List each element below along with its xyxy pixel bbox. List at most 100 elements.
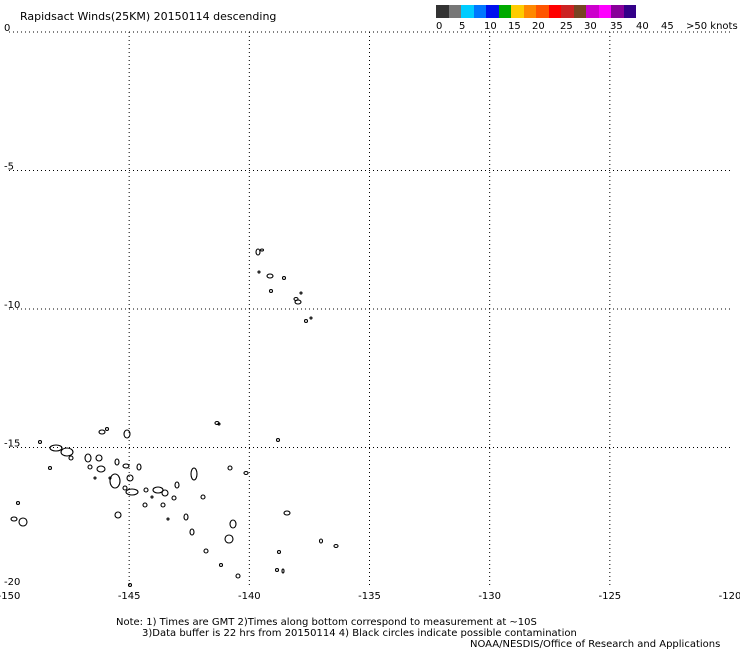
colorbar-swatch xyxy=(611,5,624,18)
colorbar-swatch xyxy=(599,5,611,18)
island-outline xyxy=(303,318,309,324)
island-outline xyxy=(104,426,110,432)
latitude-tick-label: -5 xyxy=(4,162,14,173)
island-outline xyxy=(161,489,169,497)
island-outline xyxy=(60,447,74,457)
island-outline xyxy=(318,538,324,544)
island-outline xyxy=(266,273,274,279)
island-outline xyxy=(203,548,209,554)
island-outline xyxy=(276,549,282,555)
colorbar-labels: 0 5 10 15 20 25 30 35 40 45 >50 knots xyxy=(432,21,740,33)
island-outline xyxy=(299,291,303,295)
colorbar-swatch xyxy=(499,5,511,18)
island-outline xyxy=(275,437,281,443)
colorbar-label: 20 xyxy=(532,21,545,32)
island-outline xyxy=(125,488,139,496)
island-outline xyxy=(309,316,313,320)
note-line-2: 3)Data buffer is 22 hrs from 20150114 4)… xyxy=(142,628,577,639)
colorbar-swatch xyxy=(574,5,586,18)
colorbar-label: 40 xyxy=(636,21,649,32)
colorbar-swatch xyxy=(536,5,549,18)
island-outline xyxy=(49,444,63,452)
island-outline xyxy=(281,568,285,574)
island-outline xyxy=(123,429,131,439)
island-outlines xyxy=(10,248,339,588)
latitude-tick-label: 0 xyxy=(4,23,10,34)
island-outline xyxy=(229,519,237,529)
colorbar-swatch xyxy=(524,5,536,18)
colorbar-swatch xyxy=(474,5,486,18)
island-outline xyxy=(122,485,128,491)
island-outline xyxy=(93,476,97,480)
island-outline xyxy=(174,481,180,489)
island-outline xyxy=(114,458,120,466)
note-line-1: Note: 1) Times are GMT 2)Times along bot… xyxy=(116,617,537,628)
island-outline xyxy=(109,473,121,489)
island-outline xyxy=(217,422,221,426)
island-outline xyxy=(95,454,103,462)
colorbar-swatch xyxy=(586,5,599,18)
colorbar-swatch xyxy=(449,5,461,18)
island-outline xyxy=(283,510,291,516)
colorbar-swatch xyxy=(624,5,636,18)
longitude-tick-label: -120 xyxy=(719,591,740,602)
colorbar-swatch xyxy=(561,5,574,18)
island-outline xyxy=(96,465,106,473)
colorbar-label: 25 xyxy=(560,21,573,32)
latitude-tick-label: -10 xyxy=(4,300,20,311)
island-outline xyxy=(18,517,28,527)
island-outline xyxy=(68,455,74,461)
island-outline xyxy=(160,502,166,508)
island-outline xyxy=(190,467,198,481)
longitude-tick-label: -125 xyxy=(598,591,621,602)
colorbar-label: >50 knots xyxy=(686,21,738,32)
island-outline xyxy=(108,476,112,480)
latitude-tick-label: -20 xyxy=(4,577,20,588)
island-outline xyxy=(37,439,43,445)
island-outline xyxy=(293,296,299,302)
island-outline xyxy=(47,465,53,471)
colorbar-swatch xyxy=(461,5,474,18)
longitude-tick-label: -130 xyxy=(478,591,501,602)
island-outline xyxy=(227,465,233,471)
island-outline xyxy=(183,513,189,521)
colorbar-swatch xyxy=(436,5,449,18)
island-outline xyxy=(142,502,148,508)
island-outline xyxy=(333,543,339,549)
colorbar-label: 15 xyxy=(508,21,521,32)
island-outline xyxy=(114,511,122,519)
island-outline xyxy=(224,534,234,544)
island-outline xyxy=(152,486,164,494)
wind-speed-colorbar xyxy=(436,5,636,18)
colorbar-swatch xyxy=(486,5,499,18)
island-outline xyxy=(274,567,280,573)
island-outline xyxy=(15,500,21,506)
island-outline xyxy=(189,528,195,536)
island-outline xyxy=(200,494,206,500)
longitude-tick-label: -140 xyxy=(238,591,261,602)
island-outline xyxy=(171,495,177,501)
colorbar-label: 0 xyxy=(436,21,443,32)
island-outline xyxy=(218,562,224,568)
island-outline xyxy=(268,288,274,294)
axis-labels: -150 -145 -140 -135 -130 -125 -120 0 -5 -10 -15 -20 xyxy=(0,23,740,602)
island-outline xyxy=(243,470,249,476)
island-outline xyxy=(257,270,261,274)
colorbar-label: 5 xyxy=(459,21,466,32)
credit-line: NOAA/NESDIS/Office of Research and Appli… xyxy=(470,639,721,650)
colorbar-label: 10 xyxy=(484,21,497,32)
island-outline xyxy=(10,516,18,522)
map-title: Rapidsact Winds(25KM) 20150114 descendin… xyxy=(20,10,277,23)
colorbar-label: 35 xyxy=(610,21,623,32)
colorbar-swatch xyxy=(511,5,524,18)
island-outline xyxy=(166,517,170,521)
longitude-tick-label: -150 xyxy=(0,591,20,602)
longitude-tick-label: -135 xyxy=(358,591,381,602)
island-outline xyxy=(127,582,133,588)
island-outline xyxy=(235,573,241,579)
island-outline xyxy=(281,275,287,281)
colorbar-swatch xyxy=(549,5,561,18)
island-outline xyxy=(122,463,130,469)
island-outline xyxy=(255,248,261,256)
island-outline xyxy=(259,248,265,252)
